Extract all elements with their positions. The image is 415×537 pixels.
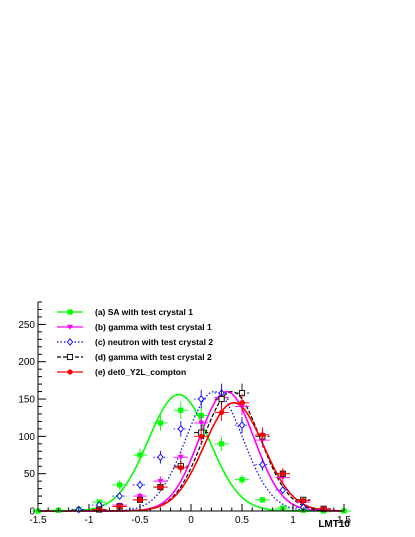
marker-square [137, 452, 143, 458]
data-point [112, 492, 127, 500]
x-tick-label: -0.5 [131, 515, 149, 526]
y-tick-label: 100 [18, 432, 35, 443]
x-tick-label: 1 [290, 515, 296, 526]
data-point [132, 448, 148, 462]
marker-square [239, 477, 245, 483]
y-tick-label: 50 [24, 469, 36, 480]
legend-label: (d) gamma with test crystal 2 [95, 352, 212, 362]
marker-diamond [279, 486, 286, 495]
marker-circle [280, 471, 286, 477]
marker-triangle [67, 324, 73, 330]
marker-diamond [177, 424, 184, 433]
marker-diamond [157, 453, 164, 462]
fit-curve [38, 401, 345, 512]
legend-label: (a) SA with test crystal 1 [95, 307, 193, 317]
legend-entry: (d) gamma with test crystal 2 [57, 352, 212, 362]
marker-triangle [198, 420, 205, 426]
data-point [234, 474, 250, 485]
fit-curve [38, 390, 345, 512]
marker-circle [178, 465, 184, 471]
fit-curves [38, 390, 345, 512]
marker-triangle [157, 478, 164, 484]
data-point [112, 480, 127, 490]
marker-open-square [66, 353, 74, 361]
data-point [153, 414, 168, 432]
data-point [255, 496, 270, 503]
marker-circle [300, 497, 306, 504]
marker-triangle [177, 455, 184, 461]
fit-curve [38, 391, 345, 512]
data-point [275, 486, 290, 495]
data-point [153, 482, 168, 492]
legend-label: (e) det0_Y2L_compton [95, 367, 186, 377]
legend: (a) SA with test crystal 1 (b) gamma with… [57, 307, 213, 377]
x-axis-title: LMT10 [318, 519, 350, 530]
marker-circle [117, 503, 123, 510]
data-point [173, 462, 188, 474]
y-tick-label: 0 [29, 507, 35, 518]
marker-diamond [198, 395, 205, 403]
data-point [132, 480, 148, 490]
ticks: -1.5 -1 -0.5 0 0.5 1 1.5 0 50 100 150 200 250 [18, 301, 351, 526]
marker-diamond [238, 421, 246, 430]
legend-entry: (b) gamma with test crystal 1 [57, 322, 212, 332]
data-point [214, 436, 229, 451]
marker-square [157, 420, 163, 426]
legend-entry: (a) SA with test crystal 1 [57, 307, 193, 317]
legend-label: (b) gamma with test crystal 1 [95, 322, 212, 332]
marker-square [67, 309, 73, 315]
data-point [234, 417, 250, 434]
legend-label: (c) neutron with test crystal 2 [95, 337, 213, 347]
data-point [234, 393, 250, 412]
marker-open-square [218, 395, 225, 403]
marker-square [117, 482, 123, 488]
marker-triangle [137, 493, 143, 499]
marker-circle [198, 433, 204, 439]
data-point [173, 401, 188, 419]
data-point [153, 450, 168, 464]
data-point [194, 389, 209, 409]
marker-circle [219, 409, 225, 416]
x-tick-label: 0.5 [235, 515, 249, 526]
marker-diamond [259, 460, 266, 469]
x-tick-label: 1.5 [337, 515, 351, 526]
fit-curve [38, 393, 344, 512]
marker-diamond [66, 338, 74, 346]
legend-entry: (e) det0_Y2L_compton [57, 367, 186, 377]
x-tick-label: 0 [188, 515, 194, 526]
legend-entry: (c) neutron with test crystal 2 [57, 337, 213, 347]
marker-circle [239, 400, 245, 406]
marker-circle [157, 484, 163, 490]
data-point [275, 468, 290, 479]
data-point [214, 403, 229, 422]
marker-circle [259, 432, 265, 438]
axes [37, 302, 344, 512]
x-tick-label: -1.5 [29, 515, 47, 526]
fit-curve [38, 390, 345, 512]
data-point [255, 458, 270, 471]
marker-circle [137, 497, 143, 503]
data-point [296, 503, 311, 512]
y-tick-label: 250 [18, 320, 35, 331]
marker-square [178, 407, 184, 413]
data-point [255, 427, 270, 443]
marker-diamond [116, 492, 123, 500]
y-tick-label: 150 [18, 395, 35, 406]
marker-square [259, 497, 265, 503]
data-point [173, 421, 188, 437]
marker-diamond [136, 480, 144, 489]
data-point [132, 496, 148, 503]
data-point [194, 428, 209, 444]
x-tick-label: -1 [85, 515, 94, 526]
data-point [296, 497, 311, 504]
marker-square [219, 441, 225, 447]
y-tick-label: 200 [18, 357, 35, 368]
marker-circle [67, 369, 73, 375]
